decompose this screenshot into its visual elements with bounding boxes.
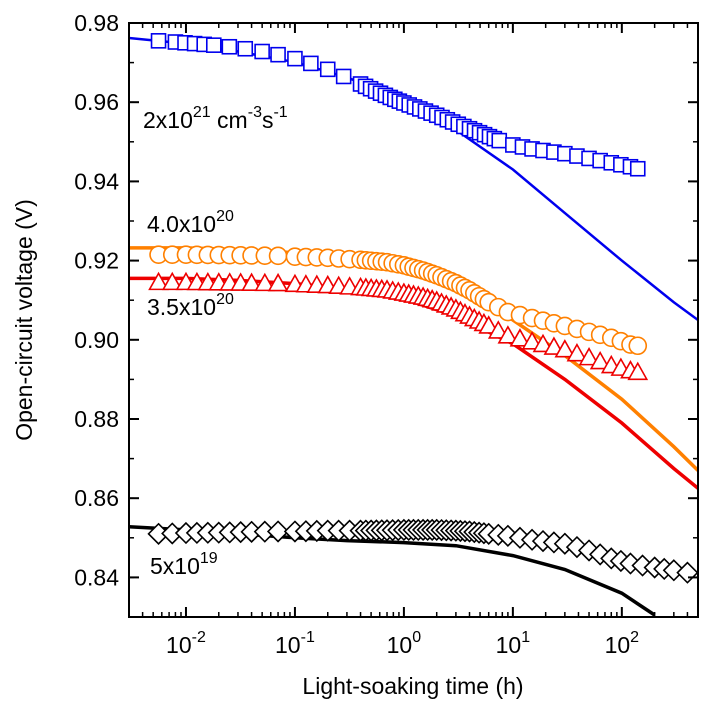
data-point-triangle <box>566 343 588 362</box>
plot-frame <box>128 22 699 618</box>
data-point-square <box>150 33 167 49</box>
data-point-diamond <box>662 559 685 582</box>
data-point-square <box>319 61 336 78</box>
data-point-triangle <box>543 336 565 355</box>
y-tick-label: 0.94 <box>74 168 119 194</box>
x-tick-label: 10-2 <box>166 629 206 658</box>
data-point-square <box>270 46 286 63</box>
data-point-triangle <box>267 272 289 292</box>
data-point-triangle <box>589 350 611 370</box>
series-labels: 2x1021 cm-3s-1 4.0x1020 3.5x1020 5x1019 <box>143 104 288 579</box>
fit-line-square <box>129 36 698 322</box>
data-point-square <box>254 43 270 60</box>
data-point-square <box>287 50 303 67</box>
data-point-triangle <box>254 272 276 292</box>
data-point-diamond <box>266 520 290 543</box>
data-point-triangle <box>532 333 554 353</box>
data-point-diamond <box>676 561 698 584</box>
data-point-circle <box>268 246 288 266</box>
data-point-triangle <box>554 339 576 358</box>
series-label-diamond: 5x1019 <box>150 550 218 579</box>
data-point-triangle <box>478 315 500 334</box>
data-point-square <box>629 160 646 177</box>
data-point-triangle <box>509 328 531 347</box>
data-point-triangle <box>521 331 543 350</box>
data-point-square <box>335 68 352 85</box>
y-tick-label: 0.90 <box>74 327 119 353</box>
series-label-circle: 4.0x1020 <box>147 208 234 237</box>
y-tick-label: 0.88 <box>74 406 119 432</box>
data-markers <box>147 33 698 584</box>
x-tick-label: 100 <box>387 629 422 658</box>
data-point-square <box>237 40 254 57</box>
series-label-square: 2x1021 cm-3s-1 <box>143 104 288 133</box>
data-point-triangle <box>627 361 649 381</box>
y-tick-label: 0.86 <box>74 485 119 511</box>
data-point-triangle <box>241 272 262 291</box>
x-tick-label: 101 <box>496 629 531 658</box>
data-point-circle <box>628 336 648 356</box>
y-axis-label: Open-circuit voltage (V) <box>11 199 37 441</box>
y-tick-label: 0.96 <box>74 89 119 115</box>
x-tick-label: 10-1 <box>275 629 315 658</box>
data-point-triangle <box>148 271 169 291</box>
data-point-triangle <box>578 346 600 366</box>
series-label-triangle: 3.5x1020 <box>147 291 234 320</box>
x-axis-label: Light-soaking time (h) <box>302 673 523 699</box>
y-tick-label: 0.98 <box>74 10 119 36</box>
y-tick-label: 0.84 <box>74 564 119 590</box>
data-point-square <box>205 37 222 53</box>
data-point-triangle <box>487 320 509 339</box>
y-tick-label: 0.92 <box>74 248 119 274</box>
data-point-square <box>221 38 238 55</box>
data-point-triangle <box>161 271 183 291</box>
data-point-square <box>303 55 319 72</box>
x-tick-label: 102 <box>605 629 640 658</box>
axes: 0.84 0.86 0.88 0.90 0.92 0.94 0.96 0.98 10-2 10-1… <box>74 10 699 658</box>
data-point-triangle <box>497 325 519 344</box>
data-point-square <box>491 132 508 149</box>
